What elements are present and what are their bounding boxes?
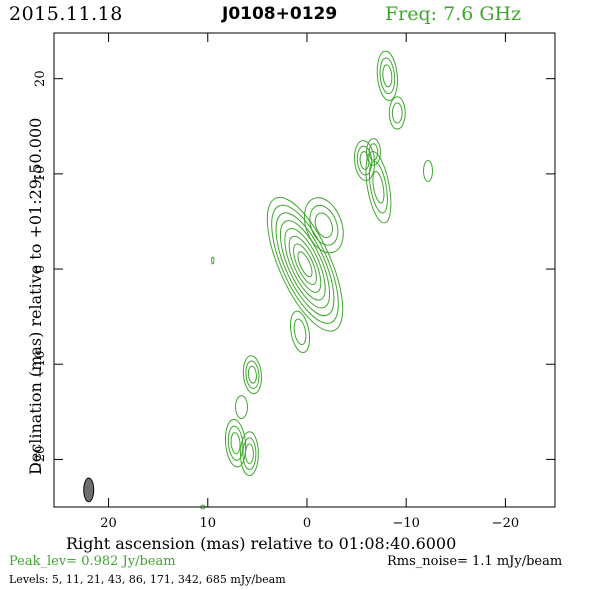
contour-level (227, 425, 244, 461)
contour-level (290, 310, 311, 354)
peak-level: Peak_lev= 0.982 Jy/beam (9, 554, 176, 569)
x-tick-label: −10 (392, 516, 419, 531)
contour-level (382, 64, 393, 88)
contour-level (242, 437, 257, 471)
x-axis-label: Right ascension (mas) relative to 01:08:… (66, 534, 456, 553)
contour-level (366, 138, 381, 166)
contour-level (240, 431, 259, 477)
contour-isolated-west (423, 160, 433, 182)
beam-ellipse (83, 477, 95, 503)
contour-level (359, 151, 370, 170)
contour-tail (290, 310, 311, 354)
beam-shape (83, 477, 95, 503)
contour-level (279, 220, 331, 309)
y-tick-label: 10 (33, 166, 48, 183)
contour-level (309, 204, 339, 246)
contour-level (293, 243, 317, 286)
contour-level (368, 160, 388, 214)
contour-counter-c1 (242, 355, 262, 395)
x-tick-label: −20 (492, 516, 519, 531)
contour-level (303, 197, 344, 254)
contour-level (230, 432, 241, 455)
contour-level (314, 212, 333, 238)
contour-level (376, 50, 398, 101)
contour-level (379, 57, 396, 95)
contour-level (297, 251, 313, 278)
observation-date: 2015.11.18 (9, 3, 123, 25)
contour-inner-jet (303, 197, 344, 254)
contour-level (365, 151, 392, 224)
axis-ticks: 20 10 0 −10 −20 20 10 0 −10 −20 (33, 33, 555, 531)
contour-level (391, 102, 403, 124)
contour-level (242, 355, 262, 395)
y-tick-label: 20 (33, 70, 48, 87)
contour-level (293, 318, 307, 346)
contour-level (271, 204, 339, 324)
frequency-label: Freq: 7.6 GHz (385, 3, 522, 25)
contour-level (284, 227, 326, 301)
x-tick-label: 10 (199, 516, 216, 531)
x-tick-label: 0 (303, 516, 311, 531)
contour-level (388, 96, 406, 130)
y-tick-label: −10 (33, 351, 48, 378)
contour-level (235, 395, 248, 419)
contour-level (247, 365, 257, 384)
y-tick-label: −20 (33, 446, 48, 473)
contour-level (356, 145, 373, 176)
plot-frame (53, 32, 556, 508)
contour-level (244, 443, 254, 464)
contour-level (368, 143, 379, 161)
contour-levels: Levels: 5, 11, 21, 43, 86, 171, 342, 685… (9, 573, 286, 586)
contour-level (211, 256, 215, 265)
contour-spot-east (211, 256, 215, 265)
source-name: J0108+0129 (222, 4, 338, 24)
y-tick-label: 0 (33, 265, 48, 273)
contour-knot-b2 (388, 96, 406, 130)
contour-counter-c2 (235, 395, 248, 419)
contour-level (288, 235, 322, 293)
contour-knot-b1 (376, 50, 398, 101)
contour-level (275, 212, 335, 317)
contour-level (423, 160, 433, 182)
y-axis-label: Declination (mas) relative to +01:29:50.… (26, 118, 45, 475)
contour-group (200, 50, 433, 510)
rms-noise: Rms_noise= 1.1 mJy/beam (387, 554, 563, 569)
contour-level (245, 360, 260, 389)
x-tick-label: 20 (100, 516, 117, 531)
contour-counter-d2 (240, 431, 259, 477)
contour-knot-a3 (366, 138, 381, 166)
